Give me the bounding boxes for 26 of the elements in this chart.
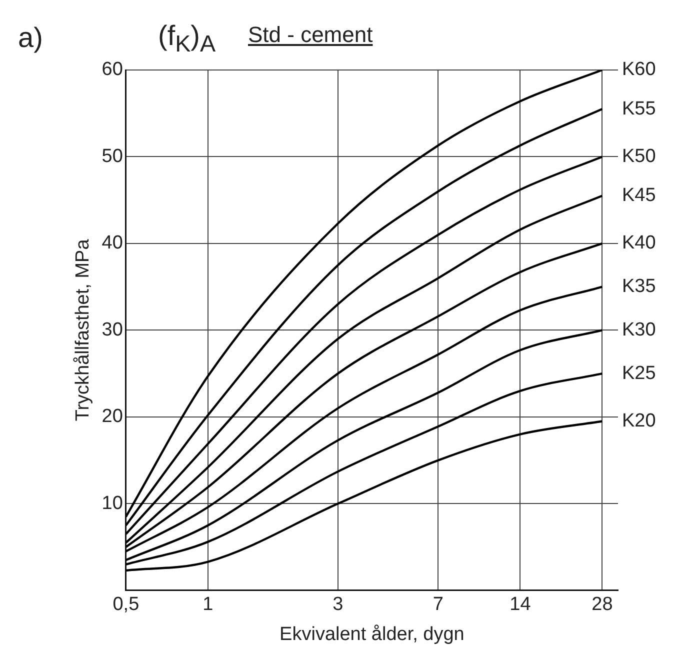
x-tick-label: 1 [202,594,214,616]
x-axis-title: Ekvivalent ålder, dygn [280,624,464,645]
y-tick-label: 60 [102,59,123,80]
x-tick-label: 0,5 [112,594,140,616]
series-label: K40 [622,232,656,254]
y-tick-label: 40 [102,232,123,254]
x-tick-label: 7 [432,594,444,616]
series-label: K35 [622,276,656,298]
series-label: K45 [622,185,656,206]
series-label: K30 [622,319,656,340]
y-axis-title: Tryckhållfasthet, MPa [72,238,94,422]
x-tick-label: 28 [592,594,613,616]
series-label: K20 [622,410,656,432]
y-tick-label: 50 [102,146,123,167]
y-tick-label: 30 [102,319,123,340]
series-label: K50 [622,146,656,167]
y-tick-label: 10 [102,492,123,514]
y-tick-label: 20 [102,406,123,428]
text: a) [18,22,43,54]
x-tick-label: 3 [332,594,344,616]
series-label: K25 [622,362,656,384]
series-label: K55 [622,98,656,120]
series-label: K60 [622,59,656,80]
chart-title: Std - cement [248,22,373,48]
x-tick-label: 14 [510,594,532,616]
text: (f$_{K}$)$_{A}$ [158,20,216,58]
